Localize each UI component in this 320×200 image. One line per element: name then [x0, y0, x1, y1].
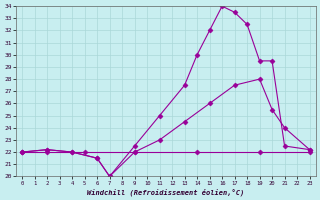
- X-axis label: Windchill (Refroidissement éolien,°C): Windchill (Refroidissement éolien,°C): [87, 188, 244, 196]
